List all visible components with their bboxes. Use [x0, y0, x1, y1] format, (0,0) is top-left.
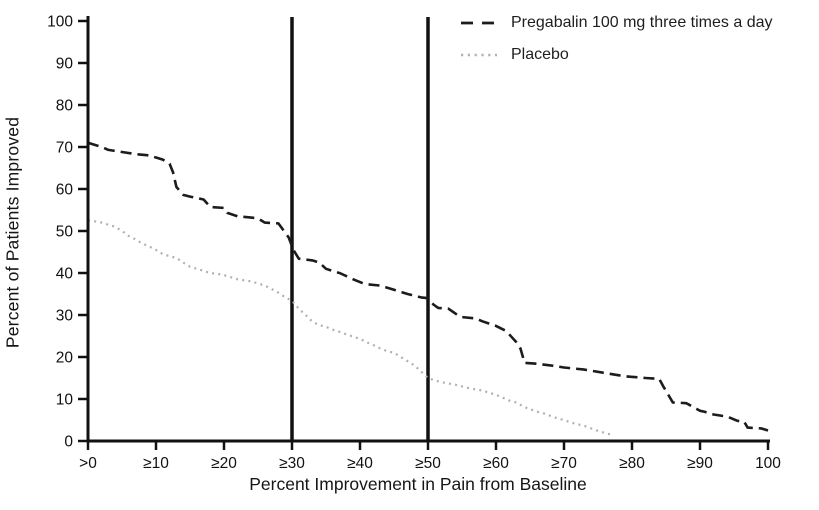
x-tick-label: ≥90: [687, 455, 713, 472]
reference-lines: [290, 17, 430, 441]
legend: Pregabalin 100 mg three times a day Plac…: [460, 12, 772, 76]
legend-label-placebo: Placebo: [511, 46, 569, 63]
x-tick-label: ≥50: [415, 455, 441, 472]
x-axis-title: Percent Improvement in Pain from Baselin…: [249, 474, 587, 494]
y-tick-label: 10: [56, 392, 74, 409]
x-tick-label: ≥30: [279, 455, 305, 472]
x-tick-label: ≥80: [619, 455, 645, 472]
y-tick-label: 50: [56, 224, 74, 241]
series-line-placebo: [87, 219, 612, 436]
y-tick-label: 30: [56, 308, 74, 325]
x-tick-label: ≥20: [211, 455, 237, 472]
x-tick-label: ≥70: [551, 455, 577, 472]
y-tick-label: 20: [56, 350, 74, 367]
x-axis-ticks: >0 ≥10 ≥20 ≥30 ≥40 ≥50 ≥60 ≥70 ≥80 ≥90 100: [79, 441, 781, 472]
x-tick-label: ≥40: [347, 455, 373, 472]
x-tick-label: 100: [755, 455, 781, 472]
y-tick-label: 70: [56, 140, 74, 157]
legend-item-placebo: Placebo: [460, 44, 772, 66]
y-axis-ticks: 0 10 20 30 40 50 60 70 80 90 100: [47, 14, 88, 451]
legend-label-pregabalin: Pregabalin 100 mg three times a day: [511, 14, 773, 31]
x-tick-label: ≥60: [483, 455, 509, 472]
y-tick-label: 60: [56, 182, 74, 199]
y-tick-label: 90: [56, 56, 74, 73]
y-tick-label: 80: [56, 98, 74, 115]
y-tick-label: 0: [64, 434, 73, 451]
x-tick-label: ≥10: [143, 455, 169, 472]
y-axis-title: Percent of Patients Improved: [2, 116, 23, 349]
y-tick-label: 40: [56, 266, 74, 283]
series-line-pregabalin: [87, 141, 769, 432]
x-tick-label: >0: [79, 455, 97, 472]
pregabalin-line-sample-icon: [461, 21, 497, 25]
placebo-line-sample-icon: [461, 53, 497, 57]
y-tick-label: 100: [47, 14, 73, 31]
legend-item-pregabalin: Pregabalin 100 mg three times a day: [460, 12, 772, 34]
series-lines: [87, 141, 769, 436]
